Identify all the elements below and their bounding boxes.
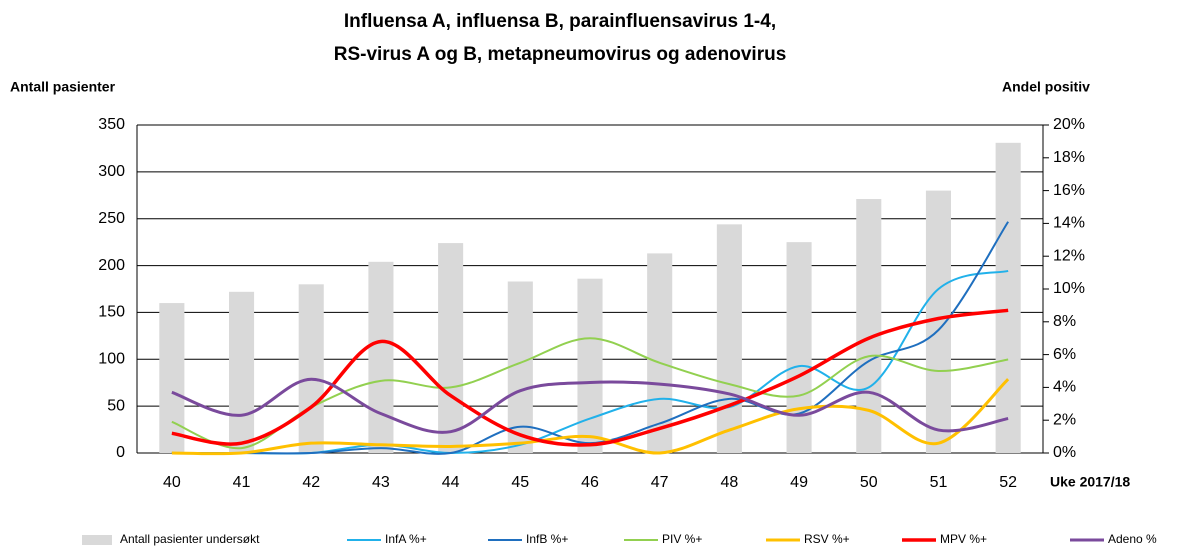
y2-tick-label: 2% (1053, 411, 1076, 428)
legend-label: RSV %+ (804, 532, 850, 546)
y-tick-label: 100 (98, 351, 125, 368)
x-axis-title: Uke 2017/18 (1050, 474, 1130, 490)
bar (228, 291, 255, 453)
y-tick-label: 250 (98, 210, 125, 227)
y2-tick-label: 6% (1053, 346, 1076, 363)
x-tick-label: 51 (930, 474, 948, 491)
legend-label: InfB %+ (526, 532, 568, 546)
x-tick-label: 52 (999, 474, 1017, 491)
bar (368, 261, 394, 453)
line (171, 377, 1009, 434)
x-tick-label: 46 (581, 474, 599, 491)
bar (995, 142, 1021, 453)
legend-label: InfA %+ (385, 532, 427, 546)
y-tick-label: 50 (107, 397, 125, 414)
x-tick-label: 45 (511, 474, 529, 491)
y2-axis-title: Andel positiv (1002, 79, 1090, 95)
bar (716, 224, 742, 453)
chart-title: RS-virus A og B, metapneumovirus og aden… (334, 44, 787, 65)
y2-tick-label: 20% (1053, 116, 1085, 133)
y-tick-label: 350 (98, 116, 125, 133)
y-tick-label: 300 (98, 163, 125, 180)
bar (786, 242, 812, 453)
y2-tick-label: 0% (1053, 444, 1076, 461)
y2-tick-label: 4% (1053, 379, 1076, 396)
bar (507, 281, 533, 453)
y2-tick-label: 10% (1053, 280, 1085, 297)
x-tick-label: 40 (163, 474, 181, 491)
legend-label: Adeno % (1108, 532, 1157, 546)
legend-label: Antall pasienter undersøkt (120, 532, 260, 546)
x-tick-label: 47 (651, 474, 669, 491)
legend-swatch (82, 535, 112, 545)
x-tick-label: 48 (720, 474, 738, 491)
bar (159, 303, 185, 453)
line (171, 308, 1009, 447)
x-tick-label: 41 (233, 474, 251, 491)
x-tick-label: 44 (442, 474, 460, 491)
y-tick-label: 0 (116, 444, 125, 461)
chart-title: Influensa A, influensa B, parainfluensav… (344, 11, 776, 32)
y2-tick-label: 16% (1053, 182, 1085, 199)
line (171, 378, 1010, 456)
legend-label: MPV %+ (940, 532, 987, 546)
y2-tick-label: 18% (1053, 149, 1085, 166)
x-tick-label: 42 (302, 474, 320, 491)
bar (298, 284, 324, 453)
x-tick-label: 50 (860, 474, 878, 491)
bar (438, 243, 464, 453)
y2-tick-label: 8% (1053, 313, 1076, 330)
y2-tick-label: 12% (1053, 247, 1085, 264)
y-axis-title: Antall pasienter (10, 79, 116, 95)
x-tick-label: 43 (372, 474, 390, 491)
y-tick-label: 150 (98, 304, 125, 321)
y2-tick-label: 14% (1053, 215, 1085, 232)
bar (577, 278, 603, 453)
x-tick-label: 49 (790, 474, 808, 491)
y-tick-label: 200 (98, 257, 125, 274)
legend-label: PIV %+ (662, 532, 702, 546)
